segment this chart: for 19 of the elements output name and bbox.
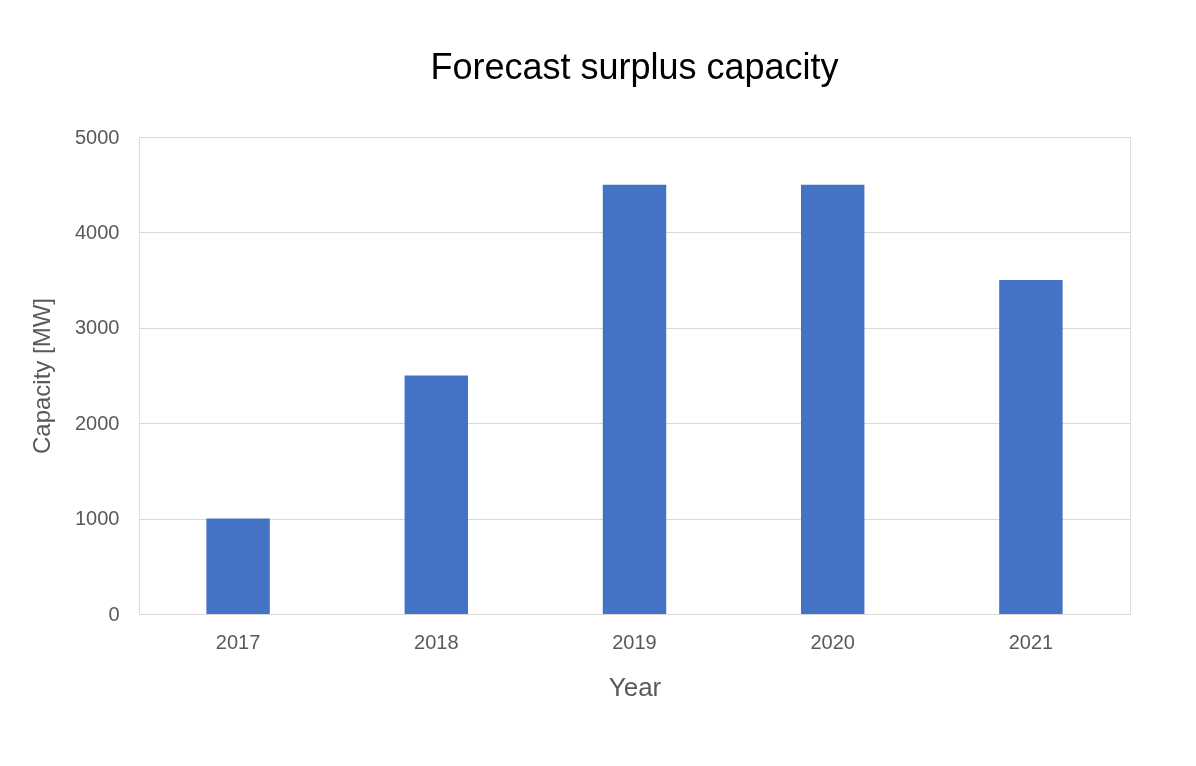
- y-axis-title: Capacity [MW]: [28, 297, 56, 455]
- chart-title: Forecast surplus capacity: [430, 46, 839, 87]
- y-tick-label: 4000: [75, 220, 120, 243]
- y-tick-label: 0: [108, 602, 120, 625]
- bar: [999, 280, 1063, 614]
- x-tick-label: 2021: [1008, 630, 1054, 653]
- bar: [602, 184, 667, 614]
- x-axis-title: Year: [608, 671, 662, 702]
- x-tick-label: 2017: [215, 630, 261, 653]
- x-tick-label: 2018: [414, 630, 459, 653]
- bar: [404, 375, 469, 614]
- y-tick-label: 2000: [75, 411, 120, 434]
- y-tick-label: 5000: [75, 125, 120, 148]
- y-tick-label: 1000: [75, 507, 120, 530]
- y-tick-label: 3000: [75, 316, 120, 339]
- bar: [206, 518, 270, 614]
- x-tick-label: 2020: [810, 630, 855, 653]
- bar: [800, 184, 865, 614]
- x-tick-label: 2019: [612, 630, 657, 653]
